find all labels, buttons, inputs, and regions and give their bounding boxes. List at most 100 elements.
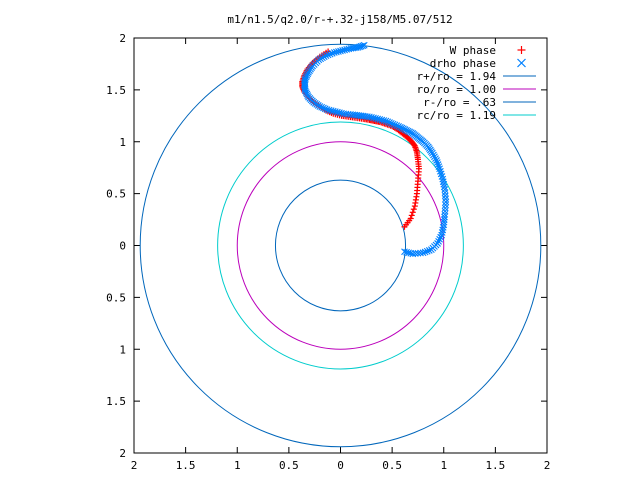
x-tick-label: 0.5 (279, 459, 299, 472)
x-tick-label: 2 (131, 459, 138, 472)
drho-phase-point (330, 49, 338, 56)
drho-phase-point (436, 165, 444, 173)
drho-phase-point (421, 248, 429, 256)
drho-phase-point (441, 186, 449, 193)
legend-label: W phase (450, 44, 496, 57)
drho-phase-point (384, 118, 392, 126)
circle-ro (236, 141, 445, 350)
drho-phase-point (359, 42, 367, 50)
drho-phase-point (376, 116, 384, 123)
drho-phase-point (439, 226, 447, 234)
drho-phase-point (339, 47, 346, 54)
drho-phase-point (329, 107, 337, 115)
drho-phase-point (405, 249, 413, 257)
drho-phase-point (432, 155, 439, 162)
drho-phase-point (396, 123, 404, 131)
drho-phase-point (338, 109, 345, 117)
x-tick-label: 1 (440, 459, 447, 472)
drho-phase-point (380, 117, 388, 124)
drho-phase-point (336, 109, 343, 117)
y-tick-label: 1 (119, 136, 126, 149)
drho-phase-point (386, 119, 393, 126)
x-tick-label: 1.5 (485, 459, 505, 472)
y-tick-label: 1.5 (106, 395, 126, 408)
circle-r- (139, 43, 542, 448)
drho-phase-point (434, 240, 441, 247)
drho-phase-point (318, 103, 326, 111)
legend-marker (517, 46, 526, 54)
legend-label: ro/ro = 1.00 (417, 83, 496, 96)
x-tick-label: 0 (337, 459, 344, 472)
drho-phase-point (331, 108, 339, 116)
drho-phase-point (325, 106, 333, 114)
drho-phase-point (322, 52, 330, 60)
y-tick-label: 0.5 (106, 188, 126, 201)
x-tick-label: 1 (234, 459, 241, 472)
y-tick-label: 2 (119, 32, 126, 45)
drho-phase-point (389, 120, 397, 128)
drho-phase-point (326, 50, 334, 58)
drho-phase-point (387, 119, 395, 127)
drho-phase-point (323, 106, 331, 113)
y-tick-label: 0.5 (106, 291, 126, 304)
drho-phase-point (435, 237, 442, 245)
drho-phase-point (327, 107, 335, 115)
drho-phase-point (393, 122, 401, 130)
drho-phase-point (391, 121, 399, 129)
w-phase-point (410, 206, 417, 213)
drho-phase-point (403, 248, 410, 256)
legend-label: drho phase (430, 57, 496, 70)
drho-phase-point (435, 163, 443, 171)
circle-r- (274, 179, 407, 312)
y-tick-label: 1.5 (106, 84, 126, 97)
drho-phase-point (332, 48, 340, 56)
drho-phase-point (419, 249, 427, 257)
y-tick-label: 0 (119, 240, 126, 253)
drho-phase-point (437, 233, 445, 241)
x-tick-label: 1.5 (176, 459, 196, 472)
drho-phase-point (304, 70, 312, 78)
drho-phase-point (439, 178, 447, 186)
drho-phase-point (343, 46, 351, 53)
drho-phase-point (370, 114, 377, 122)
y-tick-label: 2 (119, 447, 126, 460)
y-tick-label: 1 (119, 343, 126, 356)
drho-phase-point (320, 104, 327, 112)
drho-phase-point (438, 231, 446, 239)
drho-phase-point (340, 110, 347, 118)
legend-label: r+/ro = 1.94 (417, 70, 497, 83)
drho-phase-point (423, 247, 431, 255)
drho-phase-point (438, 229, 446, 236)
drho-phase-point (430, 151, 437, 159)
legend-marker (517, 58, 526, 68)
drho-phase-point (328, 49, 336, 57)
legend-label: rc/ro = 1.19 (417, 109, 496, 122)
drho-phase-point (382, 117, 390, 125)
legend-label: r-/ro = .63 (423, 96, 496, 109)
drho-phase-point (425, 247, 433, 254)
x-tick-label: 2 (544, 459, 551, 472)
w-phase-point (408, 212, 415, 219)
x-tick-label: 0.5 (382, 459, 402, 472)
drho-phase-point (374, 115, 382, 123)
drho-phase-point (440, 180, 448, 188)
drho-phase-point (334, 108, 341, 116)
drho-phase-point (321, 105, 329, 113)
chart-title: m1/n1.5/q2.0/r-+.32-j158/M5.07/512 (227, 13, 452, 26)
w-phase-point (407, 215, 414, 222)
phase-points (299, 41, 450, 258)
drho-phase-point (337, 47, 344, 55)
drho-phase-point (436, 235, 444, 243)
drho-phase-point (360, 41, 368, 49)
drho-phase-point (434, 161, 442, 168)
drho-phase-point (440, 183, 448, 191)
drho-phase-point (341, 46, 349, 54)
drho-phase-point (372, 115, 379, 122)
drho-phase-point (395, 123, 402, 130)
drho-phase-point (324, 51, 332, 59)
drho-phase-point (335, 48, 342, 55)
axis-ticks: 2 1.5 1 0.5 0 0.5 1 1.5 221.510.500.511.52 (106, 32, 550, 472)
drho-phase-point (431, 153, 438, 161)
